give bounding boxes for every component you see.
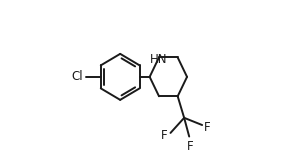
Text: F: F bbox=[204, 121, 211, 134]
Text: F: F bbox=[187, 140, 194, 153]
Text: Cl: Cl bbox=[71, 70, 83, 83]
Text: HN: HN bbox=[150, 53, 168, 66]
Text: F: F bbox=[161, 129, 168, 142]
